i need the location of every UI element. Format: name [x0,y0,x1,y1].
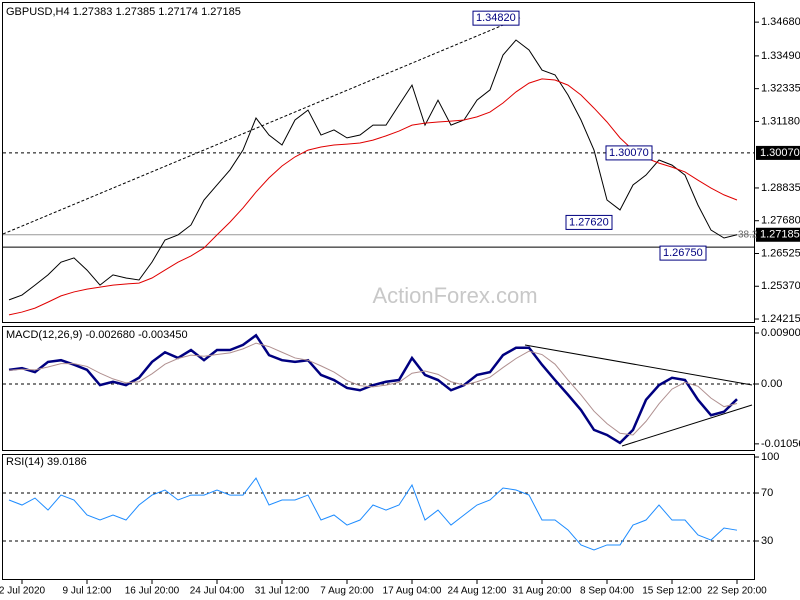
rsi-title: RSI(14) 39.0186 [6,456,87,468]
x-tick-label: 8 Sep 04:00 [580,586,634,597]
x-tick-label: 16 Jul 20:00 [125,586,180,597]
price-annotation-box [605,145,653,161]
price-annotation-box [472,10,520,26]
x-tick-label: 9 Jul 12:00 [63,586,112,597]
y-tick-label: 1.27680 [761,215,800,227]
y-tick-label: 1.32335 [761,83,800,95]
price-panel [2,2,755,323]
price-annotation-box [659,245,707,261]
x-tick-label: 24 Aug 12:00 [448,586,507,597]
series-line [8,477,738,551]
axis-highlight-label: 1.30070 [760,147,800,159]
axis-highlight [756,145,800,160]
series-line [8,342,738,436]
x-tick-label: 24 Jul 04:00 [190,586,245,597]
y-tick-label: 1.24215 [761,313,800,325]
price-annotation-box [565,214,613,230]
price-annotation: 1.30070 [609,147,649,159]
y-tick-label: 30 [761,535,773,547]
axis-highlight-label: 1.27185 [760,229,800,241]
x-tick-label: 17 Aug 04:00 [383,586,442,597]
x-tick-label: 31 Jul 12:00 [255,586,310,597]
watermark: ActionForex.com [372,283,537,308]
price-annotation: 1.27620 [569,216,609,228]
x-tick-label: 7 Aug 20:00 [320,586,374,597]
y-tick-label: 100 [761,451,779,463]
x-tick-label: 15 Sep 12:00 [642,586,702,597]
macd-trend-line [621,404,753,447]
macd-trend-line [524,344,753,386]
axis-highlight [756,227,800,242]
series-line [8,39,738,301]
y-tick-label: 1.28835 [761,182,800,194]
y-tick-label: 1.34680 [761,16,800,28]
y-tick-label: 1.33490 [761,50,800,62]
y-tick-label: 1.26525 [761,247,800,259]
y-tick-label: 1.31180 [761,115,800,127]
y-tick-label: -0.010566 [761,438,800,450]
x-tick-label: 2 Jul 2020 [0,586,46,597]
y-tick-label: 0.00 [761,378,782,390]
x-tick-label: 31 Aug 20:00 [513,586,572,597]
price-annotation: 1.34820 [476,12,516,24]
price-annotation: 1.26750 [663,247,703,259]
series-line [8,78,738,316]
fib-label: 38.2 [738,229,758,240]
rsi-panel [2,454,755,580]
macd-panel [2,326,755,451]
x-tick-label: 22 Sep 20:00 [707,586,767,597]
chart-title: GBPUSD,H4 1.27383 1.27385 1.27174 1.2718… [6,6,241,18]
macd-title: MACD(12,26,9) -0.002680 -0.003450 [6,329,188,341]
y-tick-label: 1.25370 [761,280,800,292]
y-tick-label: 0.009003 [761,327,800,339]
y-tick-label: 70 [761,487,773,499]
